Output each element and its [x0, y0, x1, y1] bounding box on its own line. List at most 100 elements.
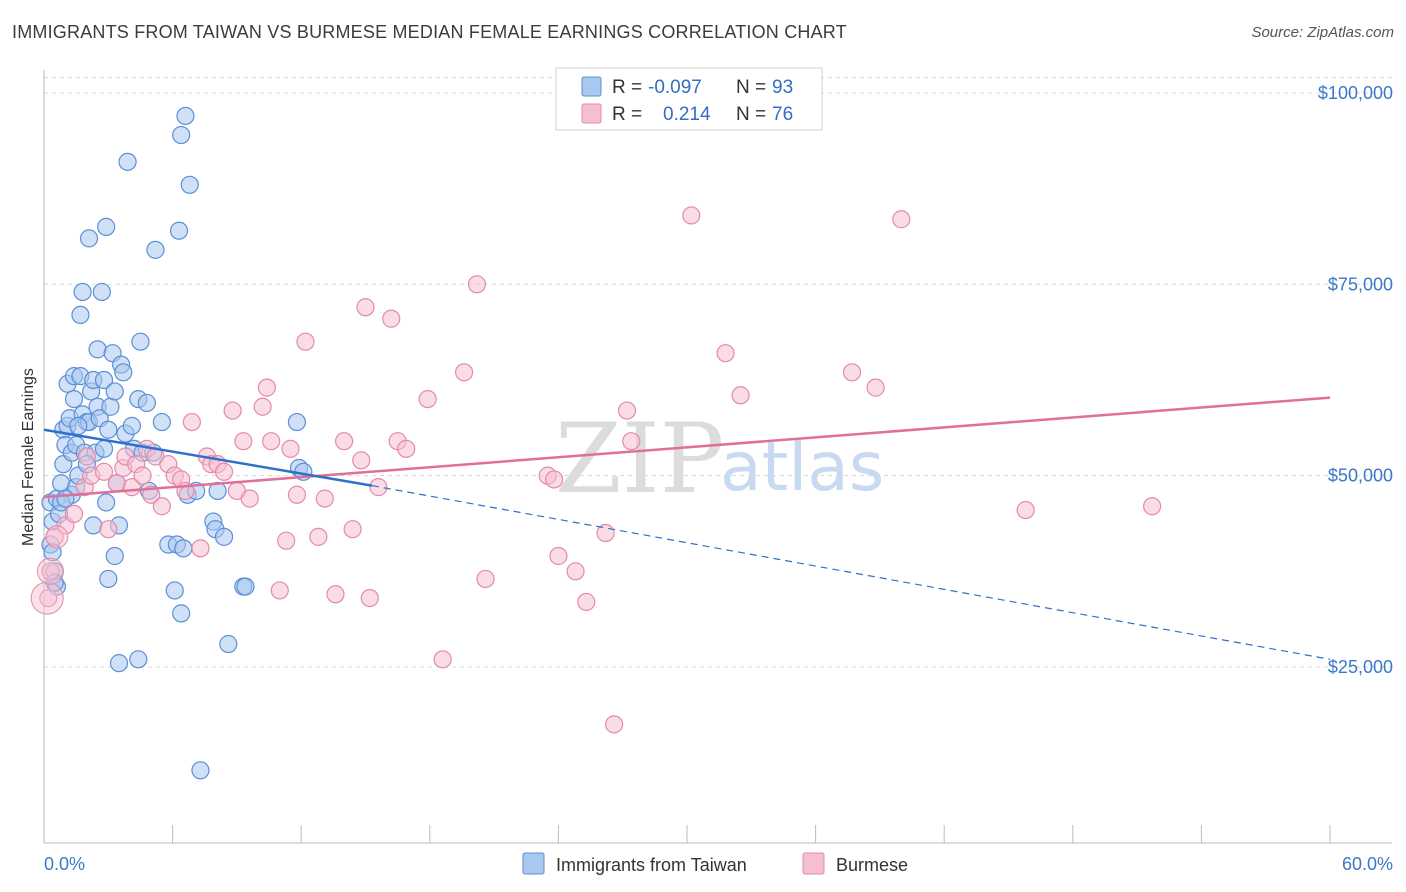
taiwan-point: [172, 604, 191, 623]
taiwan-point: [172, 125, 191, 145]
bottom-legend-burmese-label: Burmese: [836, 855, 908, 875]
taiwan-point: [191, 761, 210, 780]
burmese-point: [41, 562, 60, 581]
y-tick-label: $100,000: [1318, 83, 1393, 103]
taiwan-point: [92, 282, 111, 302]
taiwan-point: [214, 527, 234, 546]
burmese-trend-line: [43, 396, 1331, 499]
series-legend: Immigrants from Taiwan Burmese: [522, 852, 908, 875]
burmese-point: [467, 275, 487, 294]
legend-burmese-n-value: 76: [772, 104, 793, 125]
taiwan-trend-line: [43, 428, 373, 487]
bottom-legend-taiwan-label: Immigrants from Taiwan: [556, 855, 747, 875]
taiwan-point: [129, 650, 148, 669]
chart-title: IMMIGRANTS FROM TAIWAN VS BURMESE MEDIAN…: [12, 22, 847, 42]
bottom-legend-taiwan-swatch: [522, 852, 545, 875]
axes: [43, 70, 1392, 844]
taiwan-point: [169, 221, 189, 240]
burmese-point: [326, 585, 345, 604]
taiwan-point: [99, 420, 118, 439]
taiwan-point: [176, 106, 195, 126]
legend-taiwan-n-value: 93: [772, 77, 793, 98]
taiwan-point: [105, 382, 124, 401]
burmese-point: [397, 439, 416, 458]
burmese-point: [223, 401, 242, 420]
burmese-point: [545, 470, 564, 489]
burmese-point: [309, 527, 328, 546]
burmese-point: [182, 412, 201, 432]
taiwan-point: [97, 217, 116, 236]
taiwan-point: [180, 175, 199, 194]
burmese-point-large: [30, 581, 64, 615]
burmese-point: [94, 462, 114, 481]
taiwan-point: [97, 493, 116, 512]
taiwan-point: [99, 569, 118, 589]
burmese-point: [617, 401, 637, 420]
taiwan-point: [122, 416, 141, 435]
correlation-legend: R = -0.097 N = 93 R = 0.214 N = 76: [555, 67, 823, 131]
taiwan-point: [236, 577, 255, 596]
taiwan-point: [152, 412, 171, 432]
burmese-point: [343, 520, 362, 539]
burmese-point: [234, 432, 253, 451]
taiwan-point: [114, 363, 133, 382]
taiwan-point: [56, 489, 75, 508]
burmese-point: [287, 485, 307, 504]
taiwan-point: [94, 370, 114, 390]
burmese-point: [107, 474, 126, 493]
burmese-point: [549, 546, 568, 566]
burmese-point: [270, 581, 289, 600]
burmese-point-large: [45, 525, 69, 549]
taiwan-point: [131, 332, 150, 351]
legend-taiwan-swatch: [581, 76, 602, 97]
taiwan-point: [118, 152, 137, 171]
burmese-point: [240, 489, 259, 508]
watermark-atlas: atlas: [720, 428, 884, 507]
trend-lines: [43, 396, 1331, 660]
burmese-point: [77, 447, 96, 466]
bottom-legend-burmese-swatch: [802, 852, 825, 875]
burmese-point: [39, 588, 58, 608]
taiwan-point: [101, 397, 120, 416]
burmese-point: [622, 432, 641, 451]
burmese-point: [716, 344, 735, 363]
burmese-point: [356, 298, 375, 317]
burmese-point: [842, 363, 862, 382]
taiwan-point: [105, 546, 124, 566]
legend-taiwan-r-value: -0.097: [648, 77, 702, 98]
taiwan-point: [79, 229, 99, 248]
watermark-zip: ZIP: [555, 403, 724, 515]
burmese-point: [1143, 497, 1162, 516]
burmese-point: [152, 497, 171, 516]
legend-taiwan-n-label: N =: [736, 77, 766, 98]
y-tick-label: $25,000: [1328, 657, 1393, 677]
taiwan-point: [287, 412, 307, 432]
burmese-point: [334, 432, 354, 451]
burmese-point: [296, 332, 315, 351]
taiwan-point: [71, 305, 90, 325]
x-tick-label-max: 60.0%: [1342, 854, 1393, 874]
taiwan-point: [219, 634, 238, 654]
taiwan-point: [165, 581, 184, 600]
taiwan-point: [64, 389, 84, 409]
taiwan-point: [88, 340, 107, 359]
burmese-point: [418, 389, 437, 409]
taiwan-point: [146, 240, 165, 259]
burmese-point: [382, 309, 401, 328]
taiwan-point: [174, 539, 193, 558]
burmese-point-large: [36, 557, 64, 585]
taiwan-point: [73, 282, 92, 302]
burmese-point: [352, 451, 371, 470]
y-tick-labels: $25,000 $50,000 $75,000 $100,000: [1318, 83, 1393, 677]
legend-burmese-swatch: [581, 103, 602, 124]
burmese-point: [277, 531, 296, 550]
burmese-point: [64, 504, 84, 524]
burmese-point: [577, 592, 596, 612]
burmese-point: [476, 569, 495, 589]
burmese-point: [682, 206, 701, 225]
y-tick-label: $75,000: [1328, 274, 1393, 294]
taiwan-point: [69, 416, 88, 435]
burmese-point: [99, 520, 118, 539]
source-label: Source: ZipAtlas.com: [1251, 24, 1394, 41]
